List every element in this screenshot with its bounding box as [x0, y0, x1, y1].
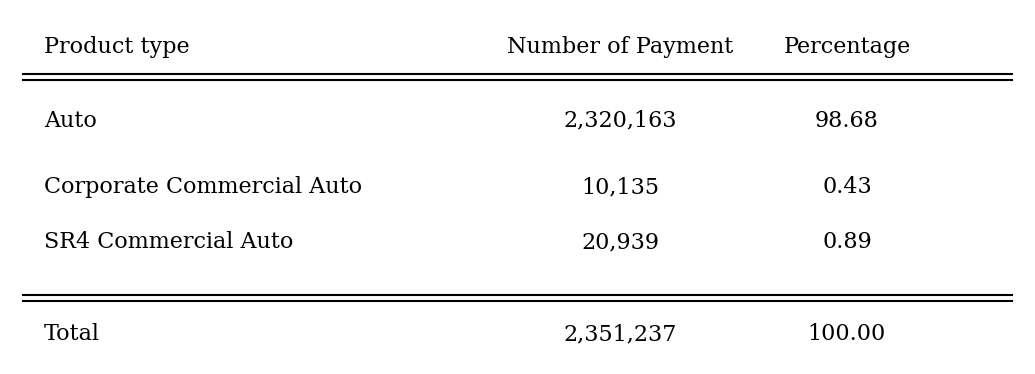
Text: Corporate Commercial Auto: Corporate Commercial Auto: [43, 176, 362, 198]
Text: 2,351,237: 2,351,237: [564, 324, 677, 345]
Text: Product type: Product type: [43, 36, 189, 58]
Text: 0.43: 0.43: [822, 176, 871, 198]
Text: SR4 Commercial Auto: SR4 Commercial Auto: [43, 231, 293, 253]
Text: Percentage: Percentage: [783, 36, 911, 58]
Text: 20,939: 20,939: [582, 231, 659, 253]
Text: Auto: Auto: [43, 110, 97, 132]
Text: 10,135: 10,135: [582, 176, 659, 198]
Text: 0.89: 0.89: [822, 231, 871, 253]
Text: Total: Total: [43, 324, 100, 345]
Text: 100.00: 100.00: [807, 324, 886, 345]
Text: Number of Payment: Number of Payment: [507, 36, 734, 58]
Text: 98.68: 98.68: [815, 110, 879, 132]
Text: 2,320,163: 2,320,163: [564, 110, 677, 132]
